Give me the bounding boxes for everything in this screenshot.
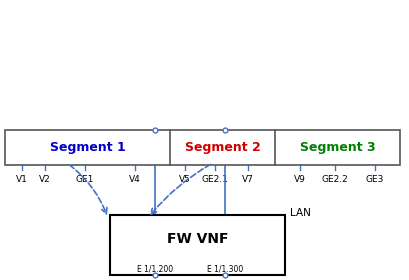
Text: V7: V7 <box>241 175 253 184</box>
Text: FW VNF inserted for these
Vlans and Interfaces: FW VNF inserted for these Vlans and Inte… <box>155 228 273 248</box>
Text: Vlan 300: Vlan 300 <box>229 234 265 243</box>
Text: V2: V2 <box>39 175 51 184</box>
Text: E 1/1.200: E 1/1.200 <box>137 265 173 274</box>
Text: Vlan 300: Vlan 300 <box>229 157 265 166</box>
Bar <box>110 215 284 275</box>
Text: Vlan 200: Vlan 200 <box>114 157 151 166</box>
Ellipse shape <box>36 148 88 162</box>
Text: Segment 3: Segment 3 <box>299 141 374 154</box>
Text: GE2.2: GE2.2 <box>321 175 348 184</box>
Text: Segment 1: Segment 1 <box>49 141 125 154</box>
Text: Segment 2: Segment 2 <box>184 141 260 154</box>
Text: V1: V1 <box>16 175 28 184</box>
Text: FW VNF: FW VNF <box>166 232 228 246</box>
Bar <box>5 130 399 165</box>
Text: V4: V4 <box>129 175 141 184</box>
Text: GE3: GE3 <box>365 175 383 184</box>
Ellipse shape <box>195 149 234 161</box>
Text: GE1: GE1 <box>76 175 94 184</box>
Text: E 1/1.300: E 1/1.300 <box>207 265 243 274</box>
Text: Vlan 200: Vlan 200 <box>114 234 151 243</box>
Text: LAN: LAN <box>289 208 310 218</box>
Text: V9: V9 <box>293 175 305 184</box>
Text: V5: V5 <box>179 175 191 184</box>
Text: GE2.1: GE2.1 <box>201 175 228 184</box>
